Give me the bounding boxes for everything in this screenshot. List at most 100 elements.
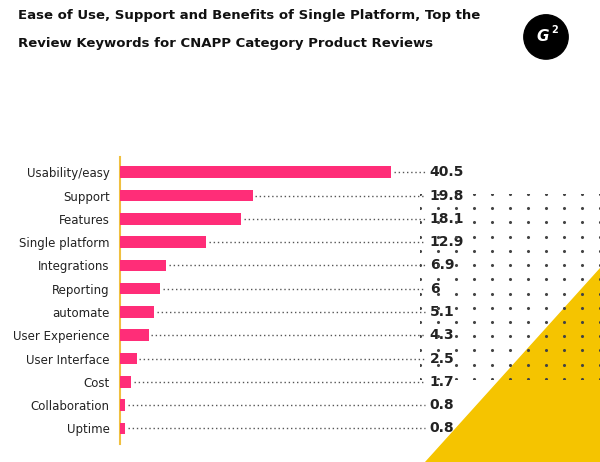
Point bbox=[505, 290, 515, 297]
Point bbox=[433, 318, 443, 326]
Point bbox=[451, 361, 461, 368]
Point bbox=[415, 318, 425, 326]
Point bbox=[559, 290, 569, 297]
Point bbox=[469, 333, 479, 340]
Text: G: G bbox=[536, 30, 548, 44]
Point bbox=[523, 290, 533, 297]
Point bbox=[577, 375, 587, 383]
Point bbox=[433, 290, 443, 297]
Point bbox=[415, 304, 425, 311]
Point bbox=[451, 276, 461, 283]
Point bbox=[541, 261, 551, 269]
Point bbox=[523, 333, 533, 340]
Point bbox=[577, 318, 587, 326]
Point bbox=[451, 346, 461, 354]
Point bbox=[595, 318, 600, 326]
Point bbox=[469, 205, 479, 212]
Point bbox=[541, 304, 551, 311]
Text: 40.5: 40.5 bbox=[430, 165, 464, 179]
Point bbox=[523, 261, 533, 269]
Point bbox=[595, 205, 600, 212]
Text: 4.3: 4.3 bbox=[430, 328, 454, 342]
Point bbox=[505, 276, 515, 283]
Bar bbox=[120, 329, 149, 341]
Point bbox=[523, 219, 533, 226]
Point bbox=[595, 304, 600, 311]
Point bbox=[595, 261, 600, 269]
Point bbox=[595, 219, 600, 226]
Point bbox=[487, 205, 497, 212]
Bar bbox=[120, 353, 137, 365]
Point bbox=[415, 205, 425, 212]
Point bbox=[415, 375, 425, 383]
Point bbox=[559, 219, 569, 226]
Point bbox=[433, 375, 443, 383]
Point bbox=[577, 361, 587, 368]
Point bbox=[577, 205, 587, 212]
Point bbox=[487, 333, 497, 340]
Point bbox=[541, 276, 551, 283]
Point bbox=[487, 361, 497, 368]
Point bbox=[433, 233, 443, 240]
Point bbox=[505, 190, 515, 198]
Bar bbox=[120, 166, 391, 178]
Bar bbox=[120, 306, 154, 318]
Point bbox=[505, 375, 515, 383]
Point bbox=[487, 233, 497, 240]
Point bbox=[541, 205, 551, 212]
Bar bbox=[120, 190, 253, 201]
Text: 2: 2 bbox=[551, 24, 557, 35]
Point bbox=[523, 233, 533, 240]
Point bbox=[577, 333, 587, 340]
Point bbox=[595, 290, 600, 297]
Point bbox=[523, 190, 533, 198]
Point bbox=[469, 233, 479, 240]
Point bbox=[487, 190, 497, 198]
Text: 18.1: 18.1 bbox=[430, 212, 464, 226]
Point bbox=[415, 290, 425, 297]
Text: 0.8: 0.8 bbox=[430, 398, 454, 412]
Point bbox=[577, 247, 587, 255]
Text: 0.8: 0.8 bbox=[430, 421, 454, 435]
Text: 1.7: 1.7 bbox=[430, 375, 454, 389]
Point bbox=[469, 361, 479, 368]
Point bbox=[577, 276, 587, 283]
Point bbox=[505, 318, 515, 326]
Point bbox=[469, 304, 479, 311]
Bar bbox=[120, 236, 206, 248]
Point bbox=[487, 375, 497, 383]
Point bbox=[487, 304, 497, 311]
Point bbox=[505, 233, 515, 240]
Point bbox=[451, 219, 461, 226]
Point bbox=[469, 276, 479, 283]
Point bbox=[433, 219, 443, 226]
Point bbox=[433, 276, 443, 283]
Point bbox=[415, 261, 425, 269]
Bar bbox=[120, 283, 160, 294]
Point bbox=[451, 375, 461, 383]
Point bbox=[541, 219, 551, 226]
Point bbox=[451, 190, 461, 198]
Point bbox=[433, 346, 443, 354]
Point bbox=[541, 361, 551, 368]
Point bbox=[487, 290, 497, 297]
Point bbox=[505, 247, 515, 255]
Bar bbox=[120, 213, 241, 225]
Text: Ease of Use, Support and Benefits of Single Platform, Top the: Ease of Use, Support and Benefits of Sin… bbox=[18, 9, 480, 22]
Point bbox=[487, 247, 497, 255]
Point bbox=[451, 333, 461, 340]
Point bbox=[505, 261, 515, 269]
Point bbox=[505, 219, 515, 226]
Point bbox=[523, 361, 533, 368]
Point bbox=[451, 304, 461, 311]
Point bbox=[433, 190, 443, 198]
Point bbox=[595, 333, 600, 340]
Point bbox=[541, 290, 551, 297]
Point bbox=[469, 190, 479, 198]
Bar bbox=[120, 423, 125, 434]
Point bbox=[451, 290, 461, 297]
Point bbox=[523, 346, 533, 354]
Point bbox=[559, 333, 569, 340]
Bar bbox=[120, 260, 166, 271]
Point bbox=[523, 205, 533, 212]
